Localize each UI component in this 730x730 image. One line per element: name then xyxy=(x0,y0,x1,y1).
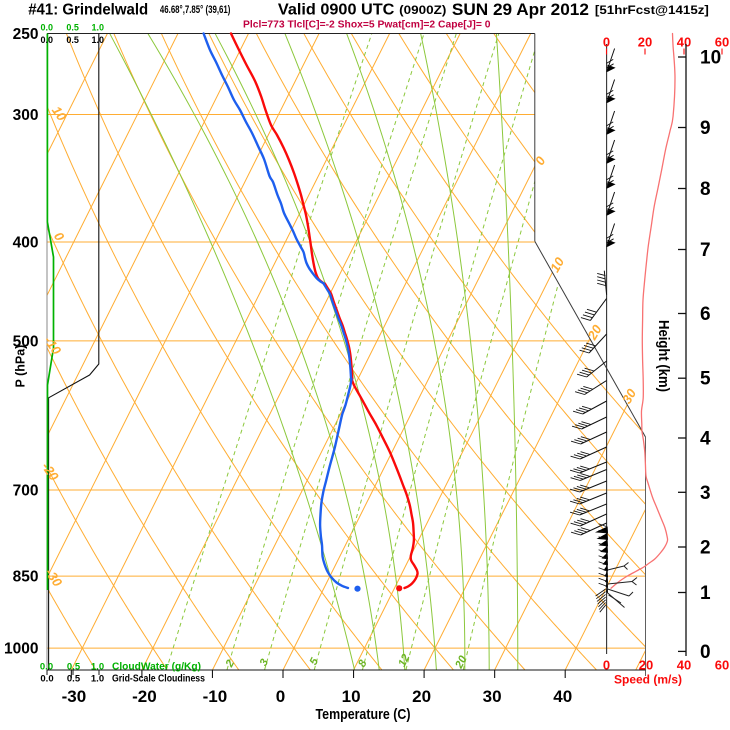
svg-text:Height (km): Height (km) xyxy=(655,320,672,392)
svg-text:4: 4 xyxy=(700,429,711,450)
svg-text:0.5: 0.5 xyxy=(66,35,79,45)
svg-text:20: 20 xyxy=(639,658,653,673)
svg-text:12: 12 xyxy=(396,652,412,668)
svg-text:60: 60 xyxy=(715,35,729,50)
svg-text:7: 7 xyxy=(700,240,711,261)
svg-text:400: 400 xyxy=(13,235,39,252)
svg-text:60: 60 xyxy=(715,658,729,673)
svg-text:1.0: 1.0 xyxy=(91,662,104,673)
svg-text:Temperature (C): Temperature (C) xyxy=(316,706,411,723)
svg-text:9: 9 xyxy=(700,118,711,139)
svg-text:P (hPa): P (hPa) xyxy=(14,345,28,388)
svg-text:SUN 29 Apr 2012: SUN 29 Apr 2012 xyxy=(452,0,589,19)
svg-text:46.68°,7.85° (39,61): 46.68°,7.85° (39,61) xyxy=(160,4,231,16)
svg-text:0.0: 0.0 xyxy=(40,674,53,685)
svg-text:2: 2 xyxy=(700,538,711,559)
svg-text:0.0: 0.0 xyxy=(41,23,54,33)
svg-text:0.0: 0.0 xyxy=(40,662,53,673)
svg-text:1.0: 1.0 xyxy=(91,674,104,685)
svg-text:#41: Grindelwald: #41: Grindelwald xyxy=(28,2,148,19)
svg-text:5: 5 xyxy=(308,655,322,667)
svg-text:40: 40 xyxy=(677,35,691,50)
svg-text:300: 300 xyxy=(13,107,39,124)
svg-text:1.0: 1.0 xyxy=(92,23,105,33)
svg-text:0.5: 0.5 xyxy=(66,23,79,33)
svg-text:[51hrFcst@1415z]: [51hrFcst@1415z] xyxy=(595,3,709,17)
svg-text:Valid 0900 UTC: Valid 0900 UTC xyxy=(278,2,395,19)
svg-text:CloudWater (g/Kg): CloudWater (g/Kg) xyxy=(112,662,201,673)
svg-text:40: 40 xyxy=(677,658,691,673)
svg-text:3: 3 xyxy=(700,483,711,504)
svg-text:6: 6 xyxy=(700,304,711,325)
svg-text:-30: -30 xyxy=(62,687,87,706)
svg-text:0.5: 0.5 xyxy=(67,662,81,673)
svg-text:1.0: 1.0 xyxy=(92,35,105,45)
svg-text:5: 5 xyxy=(700,369,711,390)
svg-text:10: 10 xyxy=(700,48,721,69)
svg-text:20: 20 xyxy=(638,35,652,50)
svg-text:Grid-Scale Cloudiness: Grid-Scale Cloudiness xyxy=(112,674,205,685)
svg-text:700: 700 xyxy=(13,483,39,500)
svg-text:2: 2 xyxy=(223,658,237,670)
svg-text:20: 20 xyxy=(584,322,605,344)
svg-text:1: 1 xyxy=(700,583,711,604)
svg-text:250: 250 xyxy=(13,26,39,43)
svg-text:-20: -20 xyxy=(132,687,157,706)
svg-text:8: 8 xyxy=(356,657,370,669)
svg-text:Speed (m/s): Speed (m/s) xyxy=(614,673,682,687)
svg-text:20: 20 xyxy=(412,687,431,706)
svg-text:Plcl=773 Tlcl[C]=-2 Shox=5 Pwa: Plcl=773 Tlcl[C]=-2 Shox=5 Pwat[cm]=2 Ca… xyxy=(243,20,491,31)
svg-text:0: 0 xyxy=(603,35,610,50)
svg-text:500: 500 xyxy=(13,333,39,350)
svg-text:20: 20 xyxy=(453,653,470,671)
svg-text:0.0: 0.0 xyxy=(41,35,54,45)
svg-text:0: 0 xyxy=(276,687,285,706)
svg-text:10: 10 xyxy=(342,687,361,706)
svg-text:-10: -10 xyxy=(203,687,228,706)
svg-text:0.5: 0.5 xyxy=(67,674,81,685)
svg-text:0: 0 xyxy=(700,642,711,663)
svg-text:40: 40 xyxy=(553,687,572,706)
svg-text:30: 30 xyxy=(483,687,502,706)
svg-text:(0900Z): (0900Z) xyxy=(399,3,446,17)
svg-text:1000: 1000 xyxy=(4,641,38,658)
svg-text:8: 8 xyxy=(700,179,711,200)
svg-text:3: 3 xyxy=(258,657,271,668)
svg-text:850: 850 xyxy=(13,569,39,586)
svg-text:0: 0 xyxy=(603,658,610,673)
